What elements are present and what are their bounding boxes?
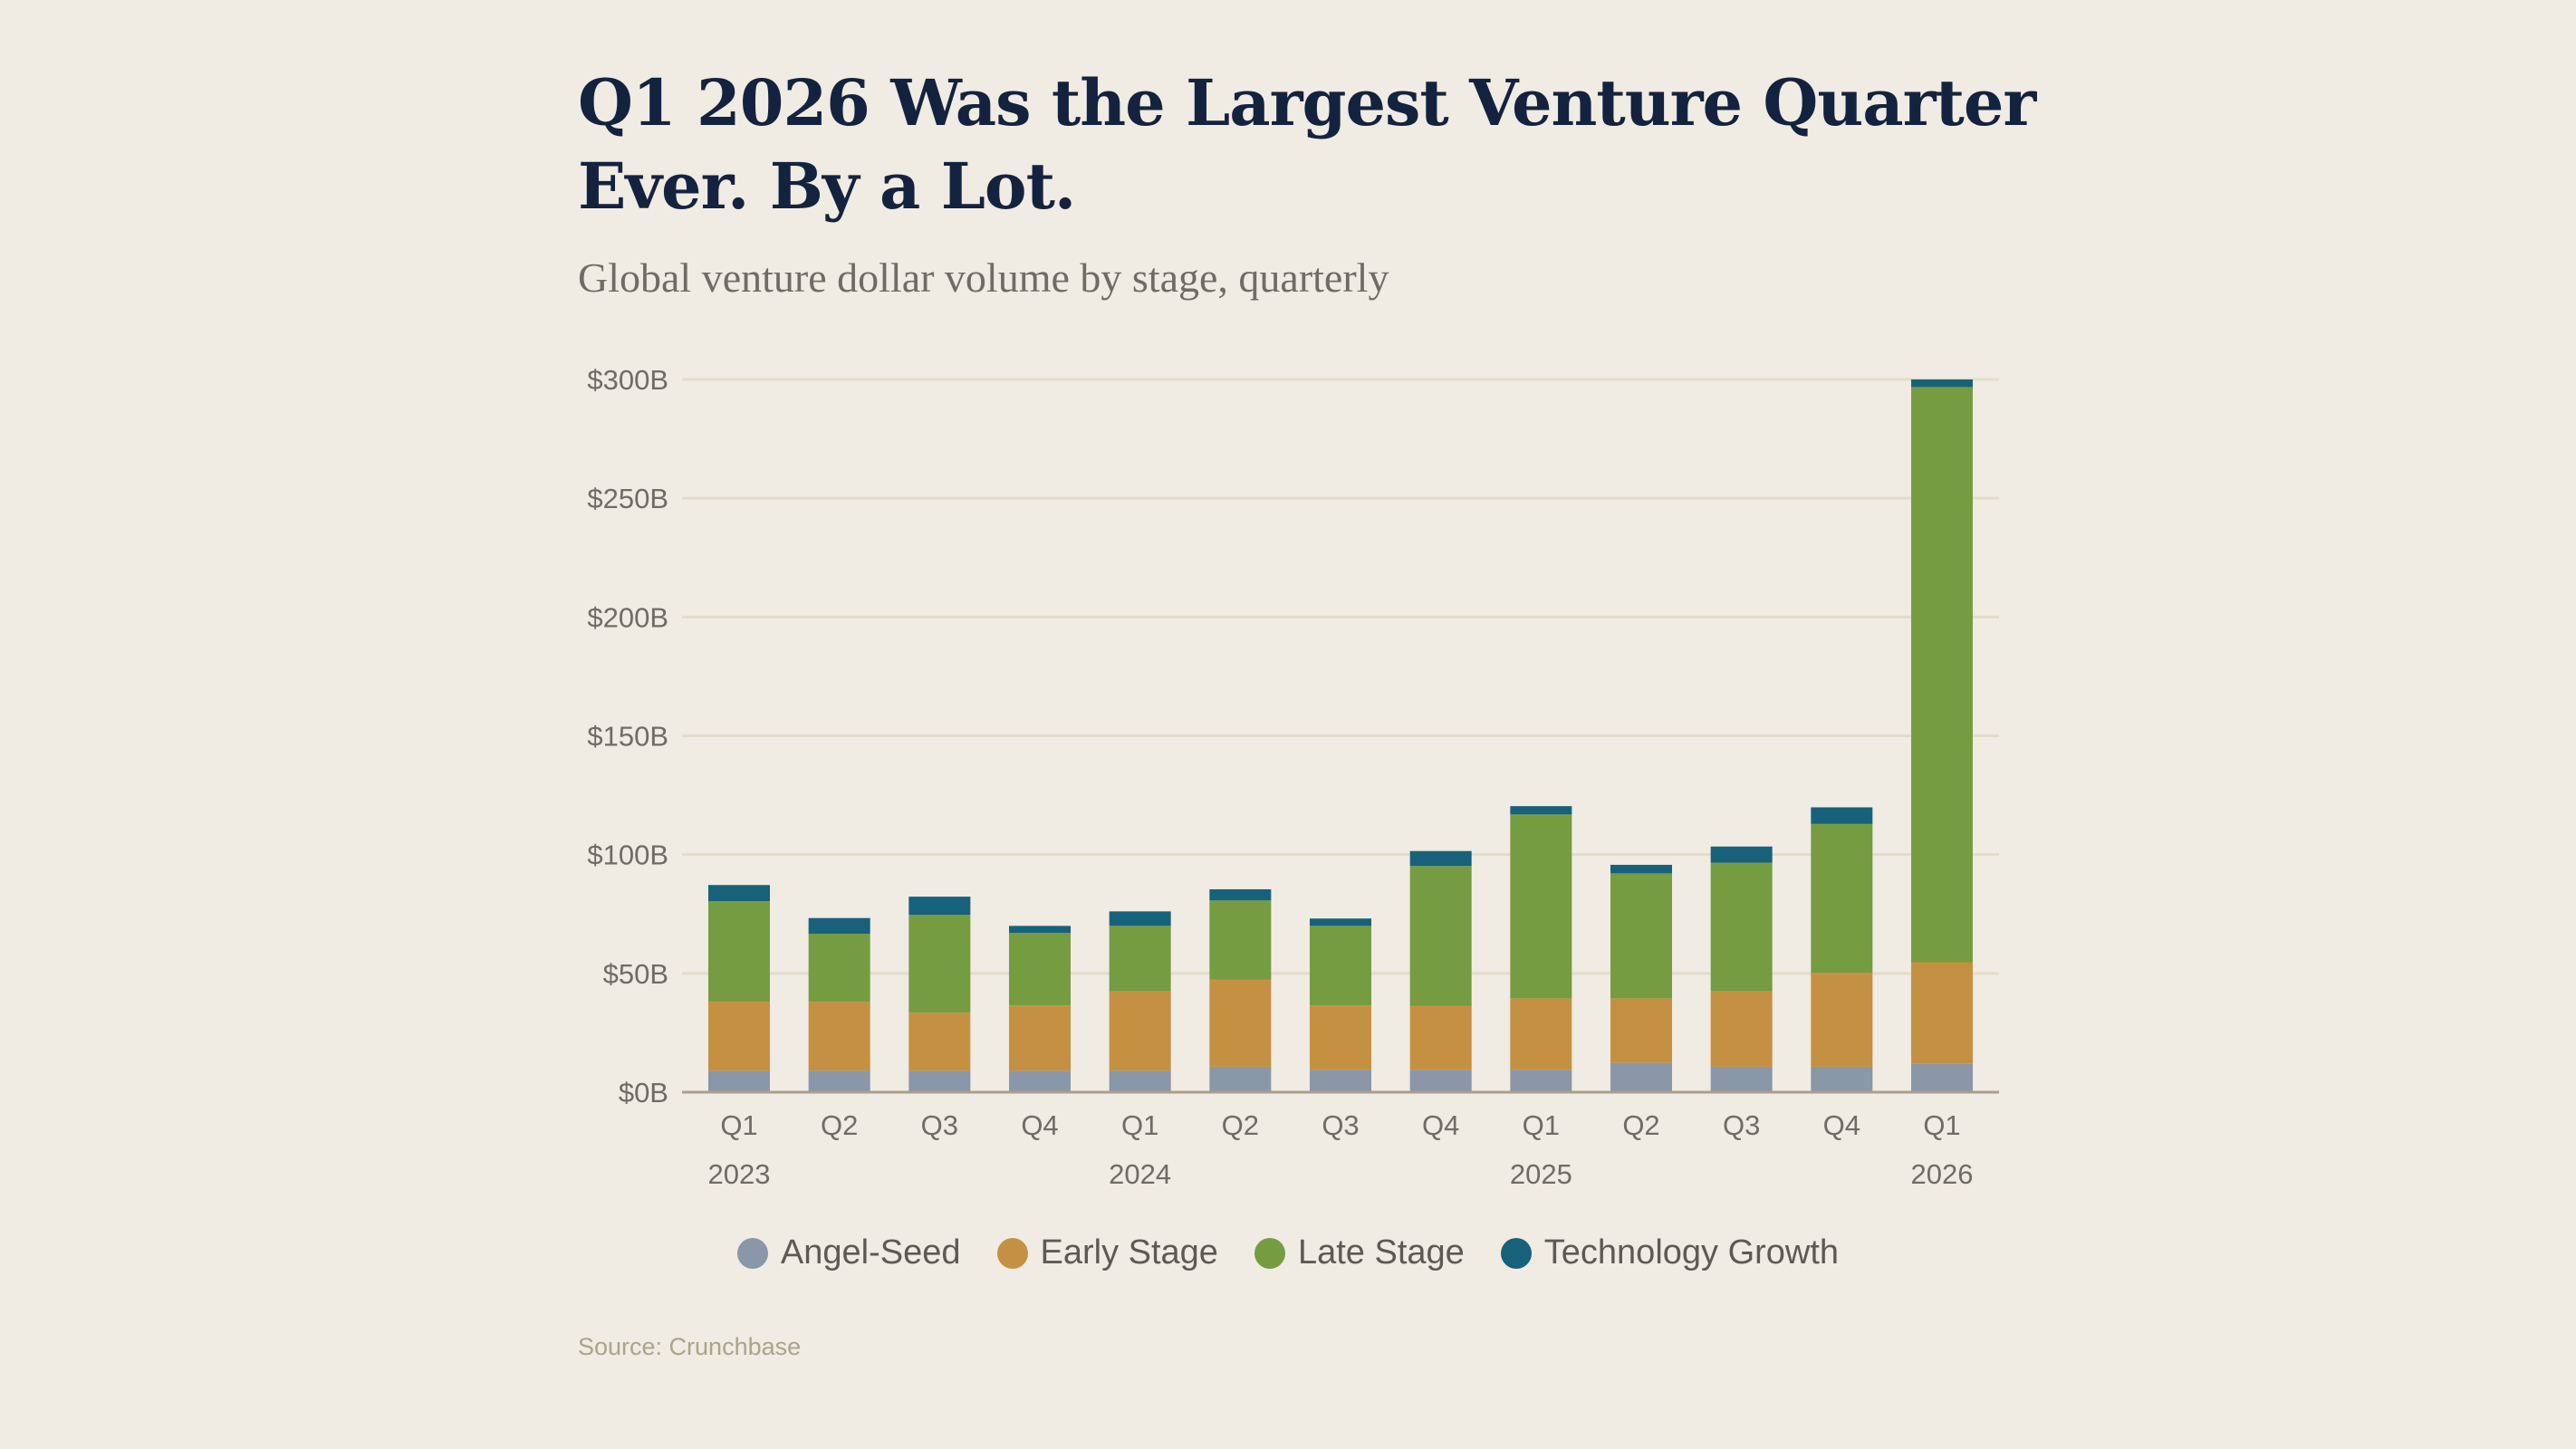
bar-segment-technology-growth [708,885,770,902]
bar-segment-early-stage [1310,1005,1371,1070]
bar-segment-late-stage [1911,387,1973,963]
bar-segment-early-stage [1109,991,1171,1071]
y-tick-label: $150B [587,721,668,753]
bar-segment-angel-seed [1209,1066,1272,1092]
x-tick-label: Q4 [1823,1109,1860,1141]
x-tick-label: Q3 [1322,1109,1359,1141]
bar-segment-late-stage [708,901,770,1003]
x-tick-label: Q1 [1523,1109,1560,1141]
bar-segment-late-stage [1811,823,1873,974]
source-note: Source: Crunchbase [578,1333,802,1360]
bar-segment-technology-growth [1510,806,1572,815]
x-tick-label: Q1 [1121,1109,1158,1141]
x-tick-label: Q4 [1422,1109,1459,1141]
chart-title: Q1 2026 Was the Largest Venture Quarter … [578,65,2036,224]
x-tick-label: Q3 [1723,1109,1760,1141]
bar-segment-late-stage [808,934,870,1003]
y-tick-label: $100B [587,840,668,871]
bar-segment-early-stage [708,1002,770,1071]
bar-segment-early-stage [1510,998,1572,1070]
bar-segment-technology-growth [908,897,971,916]
bar-segment-late-stage [1710,862,1773,992]
y-tick-label: $50B [603,958,668,990]
y-tick-label: $250B [587,483,668,514]
x-year-label: 2025 [1510,1158,1572,1190]
bar-segment-late-stage [1310,926,1371,1006]
bar-segment-technology-growth [1310,918,1371,926]
legend-item: Early Stage [996,1233,1218,1272]
x-year-label: 2023 [708,1158,771,1190]
bar-segment-angel-seed [1109,1070,1171,1092]
legend-swatch [996,1237,1028,1269]
bar-segment-late-stage [1009,933,1071,1006]
bar-segment-angel-seed [908,1070,971,1092]
x-tick-label: Q1 [720,1109,757,1141]
chart-subtitle: Global venture dollar volume by stage, q… [578,254,1389,301]
bar-segment-early-stage [1009,1005,1071,1071]
bar-segment-early-stage [1710,991,1773,1067]
legend: Angel-Seed Early Stage Late Stage Technolog… [0,1233,2576,1272]
bar-segment-late-stage [1409,866,1472,1006]
bar-segment-angel-seed [708,1070,770,1092]
bar-segment-technology-growth [1009,926,1071,934]
bar-segment-angel-seed [1310,1070,1371,1092]
bar-segment-early-stage [1811,973,1873,1067]
legend-item: Technology Growth [1500,1233,1840,1272]
bar-segment-late-stage [1510,814,1572,999]
bar-segment-late-stage [1109,926,1171,992]
bar-segment-angel-seed [1710,1066,1773,1092]
y-tick-label: $0B [619,1077,668,1108]
bar-segment-late-stage [1610,873,1672,999]
legend-label: Early Stage [1040,1233,1218,1271]
bar-segment-technology-growth [808,917,870,935]
bar-segment-technology-growth [1911,379,1973,388]
bar-segment-technology-growth [1811,807,1873,824]
bar-segment-angel-seed [1610,1062,1672,1092]
x-tick-label: Q2 [1222,1109,1259,1141]
bar-segment-early-stage [1409,1005,1472,1070]
bar-segment-early-stage [908,1012,971,1071]
legend-item: Angel-Seed [736,1233,961,1272]
legend-swatch [736,1237,768,1269]
y-tick-label: $300B [587,364,668,396]
bar-segment-technology-growth [1710,846,1773,863]
bar-segment-early-stage [808,1002,870,1071]
bar-segment-angel-seed [1510,1070,1572,1092]
bar-segment-technology-growth [1209,888,1272,901]
bar-segment-late-stage [1209,900,1272,980]
legend-swatch [1254,1237,1285,1269]
legend-swatch [1500,1237,1532,1269]
bar-segment-angel-seed [808,1070,870,1092]
bar-segment-technology-growth [1409,850,1472,867]
legend-label: Angel-Seed [780,1233,961,1271]
x-year-label: 2026 [1911,1158,1974,1190]
bar-segment-angel-seed [1811,1066,1873,1092]
bar-segment-angel-seed [1409,1070,1472,1092]
x-year-label: 2024 [1109,1158,1171,1190]
bar-segment-early-stage [1209,979,1272,1067]
y-tick-label: $200B [587,601,668,633]
x-tick-label: Q1 [1923,1109,1960,1141]
x-tick-label: Q2 [821,1109,858,1141]
x-tick-label: Q3 [921,1109,958,1141]
bar-segment-early-stage [1911,962,1973,1064]
bar-segment-angel-seed [1911,1063,1973,1092]
x-tick-label: Q4 [1021,1109,1058,1141]
x-tick-label: Q2 [1622,1109,1659,1141]
legend-label: Late Stage [1297,1233,1465,1271]
legend-label: Technology Growth [1543,1233,1840,1271]
bar-segment-technology-growth [1610,864,1672,874]
bar-segment-early-stage [1610,998,1672,1063]
bar-segment-late-stage [908,915,971,1013]
bar-segment-angel-seed [1009,1070,1071,1092]
legend-item: Late Stage [1254,1233,1465,1272]
bar-segment-technology-growth [1109,911,1171,926]
